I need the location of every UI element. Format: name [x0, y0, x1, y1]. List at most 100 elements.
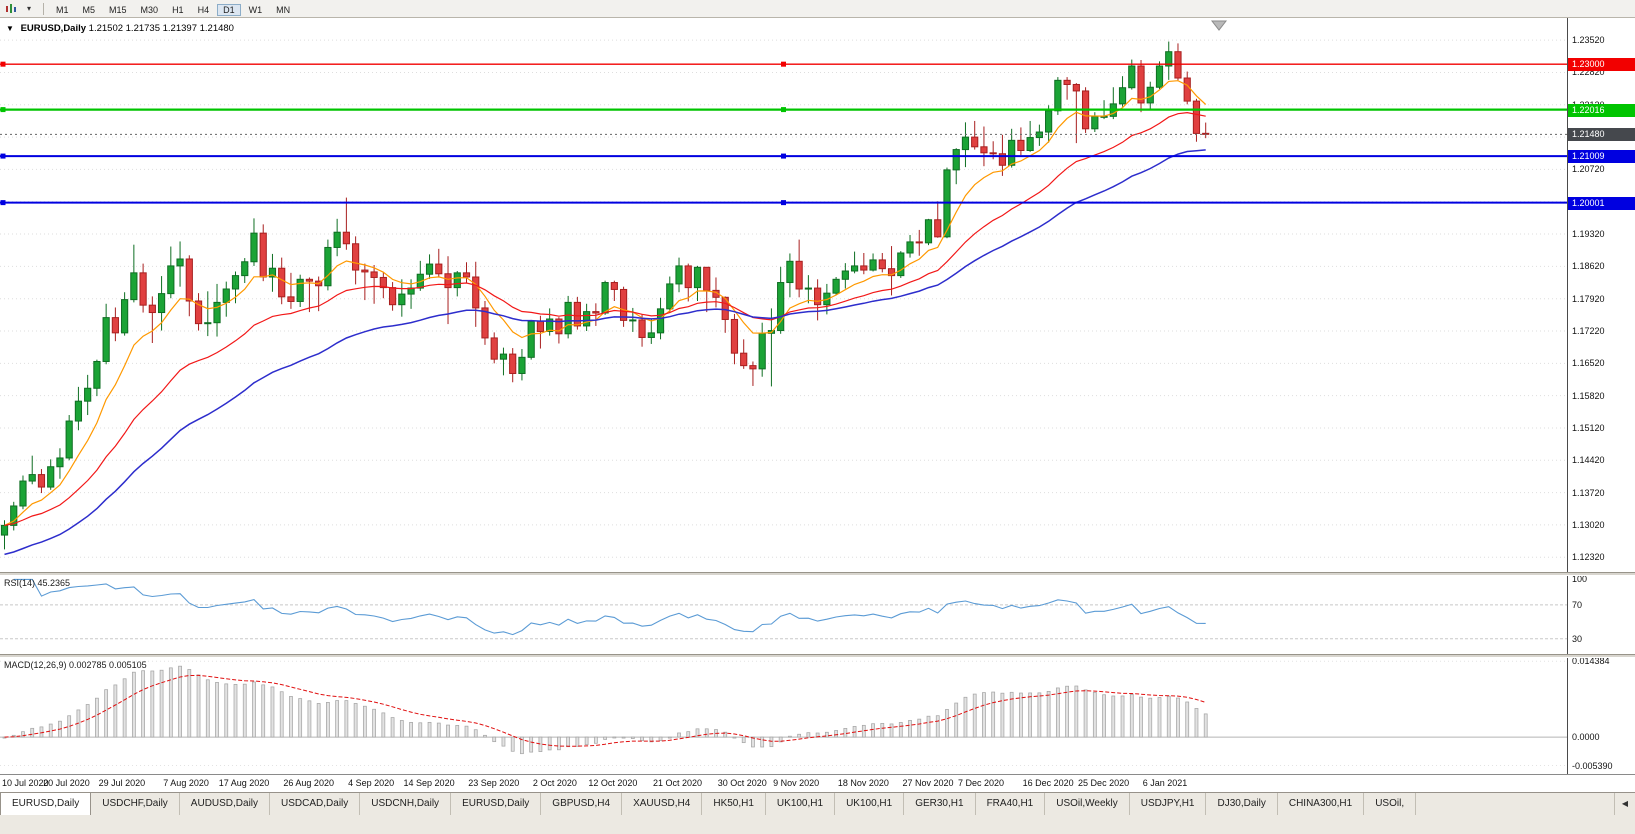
- chart-symbol-period: EURUSD,Daily: [20, 23, 87, 34]
- chart-tab-fra40-h1[interactable]: FRA40,H1: [975, 793, 1046, 815]
- date-label: 9 Nov 2020: [773, 778, 820, 788]
- date-label: 27 Nov 2020: [902, 778, 954, 788]
- chart-tab-usdcnh-daily[interactable]: USDCNH,Daily: [360, 793, 452, 815]
- macd-histogram-bar: [538, 736, 543, 752]
- candle-down: [352, 236, 360, 285]
- timeframe-buttons-group: M1 M5 M15 M30 H1 H4 D1 W1 MN: [49, 0, 297, 18]
- y-axis-label: 1.18620: [1572, 261, 1605, 272]
- date-label: 4 Sep 2020: [348, 778, 395, 788]
- macd-histogram-bar: [233, 684, 238, 738]
- macd-histogram-bar: [843, 728, 848, 738]
- chart-dropdown-caret-icon[interactable]: ▾: [26, 4, 31, 13]
- macd-histogram-bar: [649, 736, 654, 743]
- hline-handle[interactable]: [0, 107, 6, 113]
- macd-histogram-bar: [446, 724, 450, 738]
- hline-handle[interactable]: [781, 200, 786, 206]
- y-axis-label: 1.13020: [1572, 519, 1605, 530]
- candle-down: [749, 361, 757, 386]
- y-axis-label: 1.22820: [1572, 67, 1605, 78]
- candle-up: [425, 254, 434, 279]
- timeframe-m30-button[interactable]: M30: [140, 4, 159, 15]
- macd-histogram-bar: [1074, 685, 1079, 738]
- y-axis-label: 1.17920: [1572, 293, 1605, 304]
- price-chart-canvas[interactable]: [0, 18, 1567, 572]
- chart-shift-marker[interactable]: [1210, 20, 1228, 31]
- macd-histogram-bar: [917, 718, 922, 738]
- macd-axis-label: 0.0000: [1572, 732, 1600, 743]
- candle-down: [610, 280, 618, 302]
- tab-scroll-left-button[interactable]: ◀: [1614, 793, 1635, 815]
- chart-tab-audusd-daily[interactable]: AUDUSD,Daily: [179, 793, 271, 815]
- chart-tab-hk50-h1[interactable]: HK50,H1: [702, 793, 766, 815]
- pane-separator-rsi[interactable]: [0, 572, 1635, 576]
- chart-tab-dj30-daily[interactable]: DJ30,Daily: [1206, 793, 1278, 815]
- rsi-axis-label: 30: [1572, 633, 1583, 644]
- candle-down: [638, 314, 646, 347]
- macd-indicator-canvas[interactable]: [0, 658, 1567, 774]
- macd-axis-label: 0.014384: [1572, 656, 1610, 667]
- chart-tab-eurusd-daily[interactable]: EURUSD,Daily: [0, 793, 92, 815]
- price-axis[interactable]: 1.235201.228201.221201.214201.207201.200…: [1567, 18, 1635, 774]
- macd-histogram-bar: [483, 734, 487, 738]
- chart-tab-china300-h1[interactable]: CHINA300,H1: [1277, 793, 1365, 815]
- chart-tab-usoil-weekly[interactable]: USOil,Weekly: [1045, 793, 1130, 815]
- chart-tab-usdchf-daily[interactable]: USDCHF,Daily: [91, 793, 180, 815]
- timeframe-h1-button[interactable]: H1: [172, 4, 184, 15]
- macd-histogram-bar: [778, 736, 783, 743]
- candle-down: [259, 224, 267, 282]
- macd-histogram-bar: [168, 667, 173, 738]
- timeframe-w1-button[interactable]: W1: [248, 4, 263, 15]
- chart-area[interactable]: ▼ EURUSD,Daily 1.21502 1.21735 1.21397 1…: [0, 18, 1635, 792]
- hline-handle[interactable]: [781, 153, 786, 159]
- hline-handle[interactable]: [0, 200, 6, 206]
- chart-tab-uk100-h1[interactable]: UK100,H1: [835, 793, 905, 815]
- candle-up: [647, 319, 655, 344]
- candlestick-glyph: [6, 3, 16, 13]
- candle-down: [721, 296, 729, 333]
- hline-handle[interactable]: [781, 107, 786, 113]
- macd-histogram-bar: [686, 731, 691, 738]
- chart-tab-usdcad-daily[interactable]: USDCAD,Daily: [270, 793, 361, 815]
- candle-down: [684, 263, 692, 302]
- date-label: 25 Dec 2020: [1078, 778, 1130, 788]
- timeframe-d1-button[interactable]: D1: [217, 3, 241, 16]
- candle-down: [592, 303, 600, 326]
- macd-histogram-bar: [1083, 689, 1088, 738]
- chart-type-icon[interactable]: [4, 1, 20, 16]
- candle-up: [1155, 61, 1164, 90]
- chart-tab-usoil[interactable]: USOil,: [1364, 793, 1417, 815]
- chart-tab-eurusd-daily[interactable]: EURUSD,Daily: [451, 793, 542, 815]
- timeframe-m1-button[interactable]: M1: [56, 4, 69, 15]
- candle-up: [204, 291, 212, 337]
- hline-handle[interactable]: [781, 61, 786, 67]
- chart-tab-usdjpy-h1[interactable]: USDJPY,H1: [1129, 793, 1207, 815]
- macd-histogram-bar: [104, 689, 109, 738]
- hline-handle[interactable]: [0, 153, 6, 159]
- timeframe-h4-button[interactable]: H4: [197, 4, 210, 15]
- macd-histogram-bar: [30, 727, 35, 738]
- y-axis-label: 1.15120: [1572, 422, 1605, 433]
- candle-up: [1035, 124, 1043, 146]
- candle-up: [850, 251, 859, 274]
- macd-histogram-bar: [557, 736, 561, 751]
- time-axis[interactable]: 10 Jul 2020 20 Jul 2020 29 Jul 2020 7 Aug 2…: [0, 774, 1635, 792]
- macd-histogram-bar: [612, 736, 617, 739]
- chart-tab-uk100-h1[interactable]: UK100,H1: [765, 793, 836, 815]
- candle-down: [887, 246, 896, 296]
- candle-up: [130, 244, 138, 303]
- rsi-indicator-canvas[interactable]: [0, 576, 1567, 654]
- collapse-triangle-icon[interactable]: ▼: [6, 24, 14, 33]
- hline-handle[interactable]: [0, 61, 6, 67]
- macd-histogram-bar: [1111, 695, 1116, 738]
- timeframe-m5-button[interactable]: M5: [82, 4, 96, 15]
- macd-histogram-bar: [427, 721, 432, 738]
- chart-ohlc-values: 1.21502 1.21735 1.21397 1.21480: [88, 23, 234, 34]
- chart-tab-xauusd-h4[interactable]: XAUUSD,H4: [622, 793, 703, 815]
- chart-tab-gbpusd-h4[interactable]: GBPUSD,H4: [541, 793, 623, 815]
- timeframe-m15-button[interactable]: M15: [109, 4, 127, 15]
- macd-histogram-bar: [159, 669, 164, 738]
- chart-tab-ger30-h1[interactable]: GER30,H1: [904, 793, 976, 815]
- pane-separator-macd[interactable]: [0, 654, 1635, 658]
- macd-histogram-bar: [751, 736, 755, 748]
- timeframe-mn-button[interactable]: MN: [276, 4, 291, 15]
